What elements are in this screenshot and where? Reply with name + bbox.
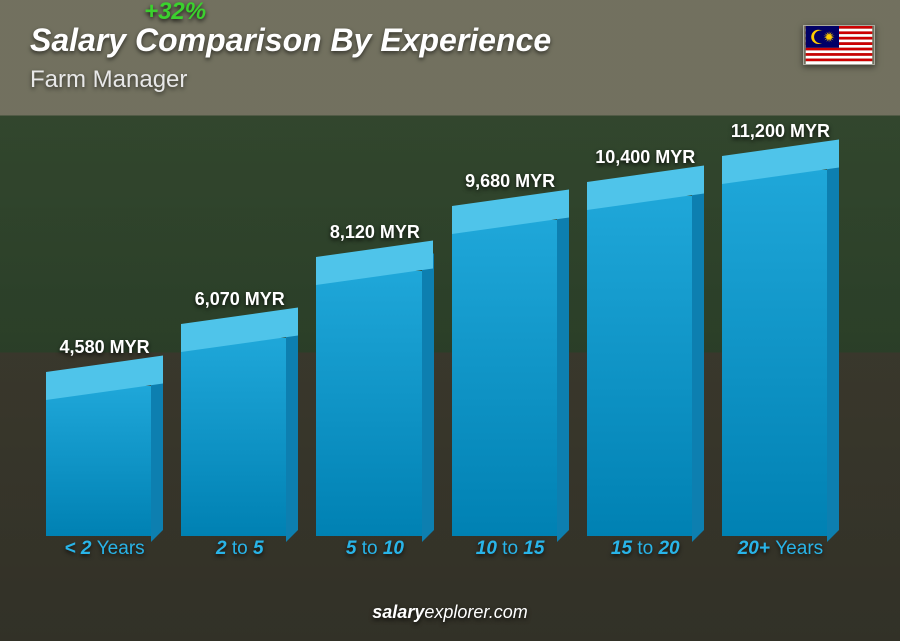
bar: 9,680 MYR <box>452 220 569 536</box>
x-axis-label: 10 to 15 <box>452 538 569 566</box>
bars-container: 4,580 MYR6,070 MYR8,120 MYR9,680 MYR10,4… <box>40 120 845 536</box>
bar: 8,120 MYR <box>316 271 433 536</box>
salary-bar-chart: 4,580 MYR6,070 MYR8,120 MYR9,680 MYR10,4… <box>40 120 845 566</box>
page-subtitle: Farm Manager <box>30 66 187 94</box>
growth-pct-label: +32% <box>144 0 206 26</box>
footer-brand-bold: salary <box>372 602 424 622</box>
x-axis-label: 2 to 5 <box>181 538 298 566</box>
bar: 11,200 MYR <box>722 170 839 536</box>
footer-brand-rest: explorer.com <box>424 602 527 622</box>
x-axis-label: 15 to 20 <box>587 538 704 566</box>
x-axis-label: 5 to 10 <box>316 538 433 566</box>
malaysia-flag-icon <box>803 25 875 65</box>
x-axis-label: 20+ Years <box>722 538 839 566</box>
x-axis-label: < 2 Years <box>46 538 163 566</box>
footer-attribution: salaryexplorer.com <box>0 602 900 623</box>
bar: 4,580 MYR <box>46 386 163 536</box>
bar: 10,400 MYR <box>587 196 704 536</box>
infographic-stage: Salary Comparison By Experience Farm Man… <box>0 0 900 641</box>
x-axis: < 2 Years 2 to 5 5 to 10 10 to 15 15 to 20 20… <box>40 538 845 566</box>
page-title: Salary Comparison By Experience <box>30 22 551 59</box>
bar: 6,070 MYR <box>181 338 298 536</box>
